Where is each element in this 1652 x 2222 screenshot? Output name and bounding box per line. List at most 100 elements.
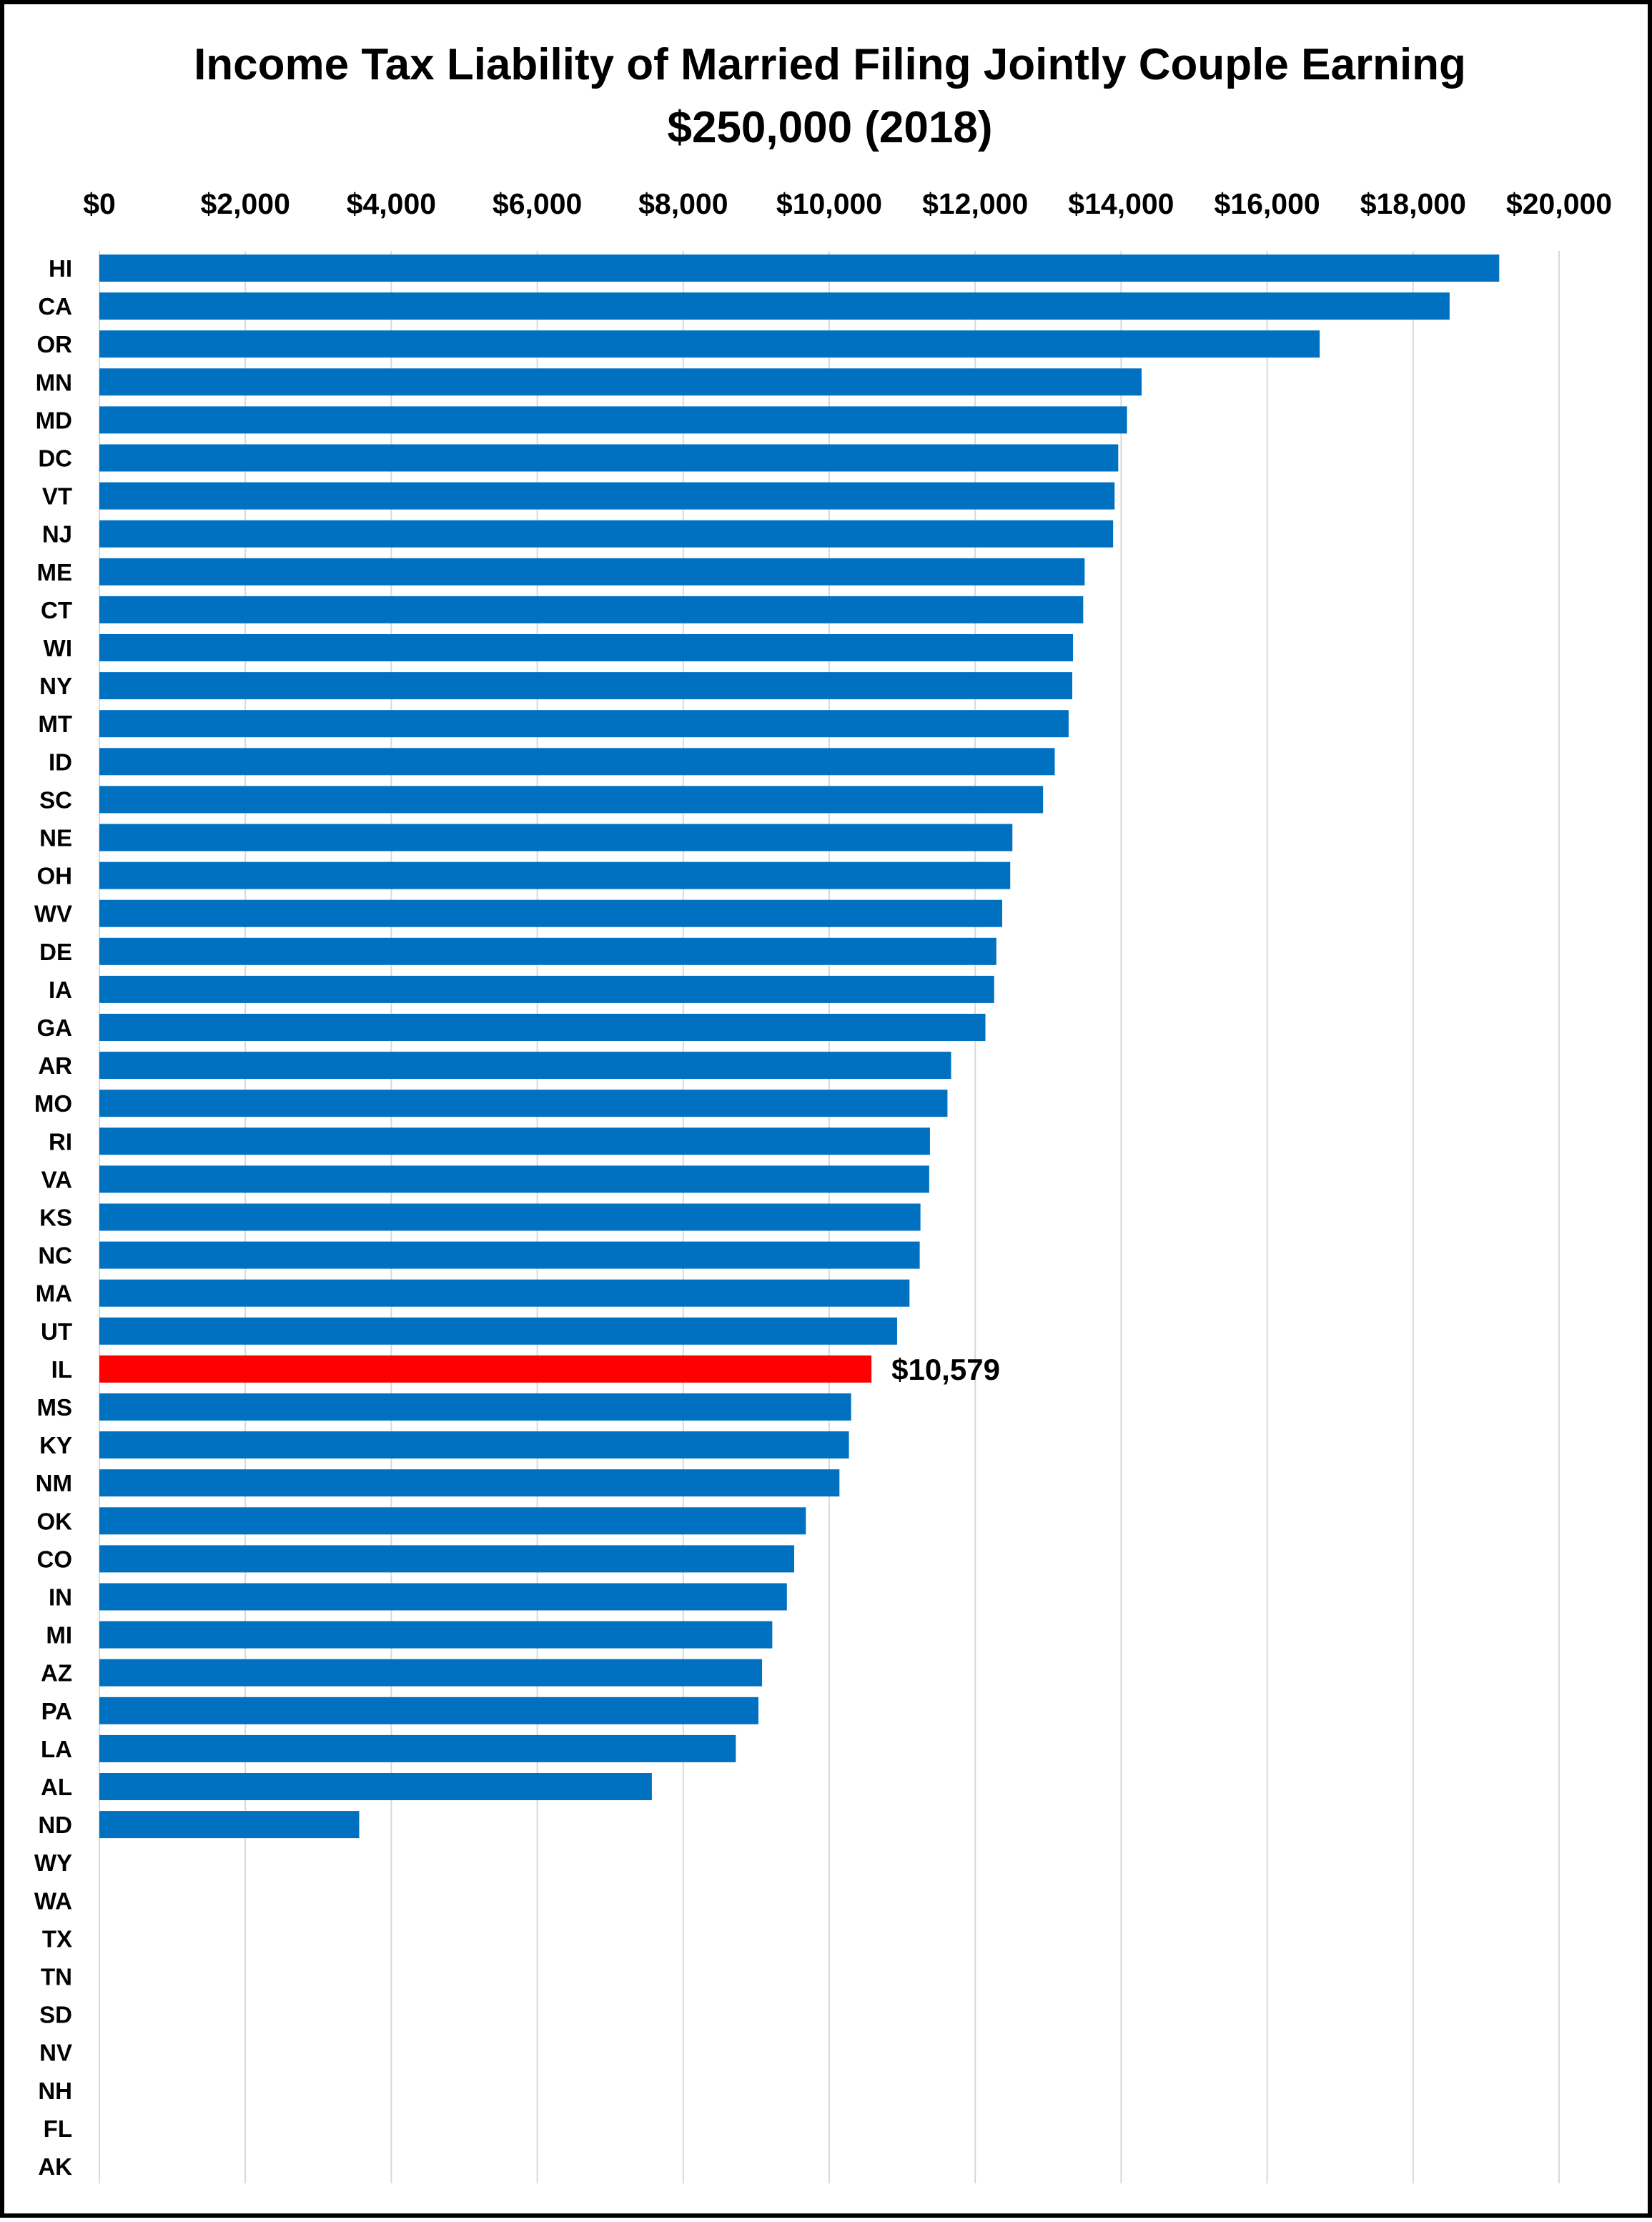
category-label: GA bbox=[37, 1014, 73, 1041]
category-label: HI bbox=[49, 255, 72, 282]
x-tick-label: $16,000 bbox=[1214, 187, 1320, 220]
bar-ok bbox=[99, 1507, 806, 1535]
category-label: NY bbox=[39, 673, 72, 699]
bar-az bbox=[99, 1659, 763, 1687]
bar-ut bbox=[99, 1317, 897, 1345]
category-label: CT bbox=[41, 597, 72, 623]
category-label: SD bbox=[39, 2002, 72, 2028]
x-tick-label: $2,000 bbox=[200, 187, 290, 220]
category-label: AR bbox=[38, 1052, 72, 1079]
category-label: OH bbox=[37, 863, 73, 889]
category-label: VA bbox=[41, 1166, 72, 1193]
category-label: MA bbox=[36, 1280, 72, 1307]
bar-nj bbox=[99, 520, 1114, 548]
x-tick-label: $12,000 bbox=[922, 187, 1028, 220]
x-tick-label: $8,000 bbox=[638, 187, 728, 220]
category-label: IL bbox=[51, 1356, 72, 1383]
bar-pa bbox=[99, 1697, 758, 1724]
category-label: OR bbox=[37, 331, 73, 357]
category-label: NC bbox=[38, 1243, 72, 1269]
bars bbox=[99, 255, 1500, 1839]
bar-dc bbox=[99, 444, 1119, 472]
category-label: KY bbox=[39, 1432, 72, 1458]
category-label: NM bbox=[36, 1470, 72, 1496]
bar-de bbox=[99, 937, 996, 965]
bar-ks bbox=[99, 1203, 921, 1231]
category-label: IA bbox=[49, 977, 72, 1003]
x-tick-label: $10,000 bbox=[776, 187, 882, 220]
category-label: PA bbox=[41, 1698, 72, 1724]
category-label: CA bbox=[38, 293, 72, 320]
category-label: KS bbox=[39, 1205, 72, 1231]
category-label: AL bbox=[41, 1774, 72, 1800]
category-label: WY bbox=[34, 1850, 72, 1876]
category-label: MO bbox=[34, 1090, 72, 1117]
category-label: WI bbox=[44, 635, 72, 661]
category-label: NV bbox=[39, 2040, 72, 2066]
bar-in bbox=[99, 1583, 787, 1611]
category-label: NJ bbox=[42, 521, 72, 548]
bar-nc bbox=[99, 1241, 920, 1269]
bar-mt bbox=[99, 710, 1069, 738]
x-axis-ticks: $0 $2,000 $4,000 $6,000 $8,000 $10,000 $12,000… bbox=[83, 187, 1612, 220]
bar-mi bbox=[99, 1621, 773, 1649]
bar-wv bbox=[99, 899, 1002, 927]
category-label: ND bbox=[38, 1812, 72, 1838]
chart-subtitle: $250,000 (2018) bbox=[667, 103, 992, 152]
bar-ma bbox=[99, 1279, 910, 1307]
bar-id bbox=[99, 748, 1055, 776]
bar-la bbox=[99, 1734, 736, 1762]
category-label: MT bbox=[38, 711, 72, 737]
bar-md bbox=[99, 406, 1127, 434]
bar-ga bbox=[99, 1014, 986, 1041]
category-label: UT bbox=[41, 1318, 72, 1345]
bar-or bbox=[99, 330, 1320, 358]
bar-hi bbox=[99, 255, 1500, 282]
category-label: TX bbox=[42, 1925, 72, 1952]
bar-nd bbox=[99, 1811, 360, 1839]
x-tick-label: $6,000 bbox=[493, 187, 582, 220]
bar-il bbox=[99, 1355, 872, 1383]
category-label: ME bbox=[37, 559, 73, 586]
category-label: MI bbox=[46, 1622, 72, 1649]
x-tick-label: $18,000 bbox=[1360, 187, 1466, 220]
category-label: MD bbox=[36, 407, 72, 433]
bar-wi bbox=[99, 634, 1074, 661]
bar-mn bbox=[99, 368, 1142, 396]
category-label: VT bbox=[42, 483, 72, 510]
category-label: AK bbox=[38, 2153, 72, 2180]
category-label: TN bbox=[41, 1964, 72, 1990]
category-label: NE bbox=[39, 825, 72, 851]
bar-nm bbox=[99, 1469, 840, 1497]
bar-ca bbox=[99, 292, 1450, 320]
category-label: RI bbox=[49, 1128, 72, 1155]
category-label: WV bbox=[34, 901, 72, 927]
x-tick-label: $14,000 bbox=[1068, 187, 1174, 220]
category-label: LA bbox=[41, 1736, 72, 1762]
chart-title: Income Tax Liability of Married Filing J… bbox=[194, 40, 1466, 89]
category-label: FL bbox=[44, 2115, 72, 2142]
bar-ri bbox=[99, 1127, 930, 1155]
bar-ms bbox=[99, 1393, 851, 1421]
bar-al bbox=[99, 1773, 652, 1800]
category-label: MS bbox=[37, 1394, 73, 1421]
x-tick-label: $4,000 bbox=[347, 187, 436, 220]
bar-ne bbox=[99, 824, 1013, 851]
bar-co bbox=[99, 1545, 794, 1573]
bar-oh bbox=[99, 861, 1011, 889]
bar-vt bbox=[99, 482, 1115, 510]
category-label: MN bbox=[36, 369, 72, 395]
bar-ny bbox=[99, 672, 1072, 700]
category-label: NH bbox=[38, 2078, 72, 2104]
bar-ky bbox=[99, 1431, 849, 1459]
category-label: CO bbox=[37, 1546, 73, 1572]
bar-ia bbox=[99, 975, 994, 1003]
bar-mo bbox=[99, 1090, 948, 1117]
bar-chart: Income Tax Liability of Married Filing J… bbox=[34, 40, 1612, 2183]
category-labels: HI CA OR MN MD DC VT NJ ME CT WI NY MT ID SC NE OH WV DE IA… bbox=[34, 255, 72, 2180]
category-label: IN bbox=[49, 1584, 72, 1611]
data-labels: $10,579 bbox=[891, 1353, 1000, 1386]
bar-ar bbox=[99, 1052, 951, 1080]
data-label-il: $10,579 bbox=[891, 1353, 1000, 1386]
